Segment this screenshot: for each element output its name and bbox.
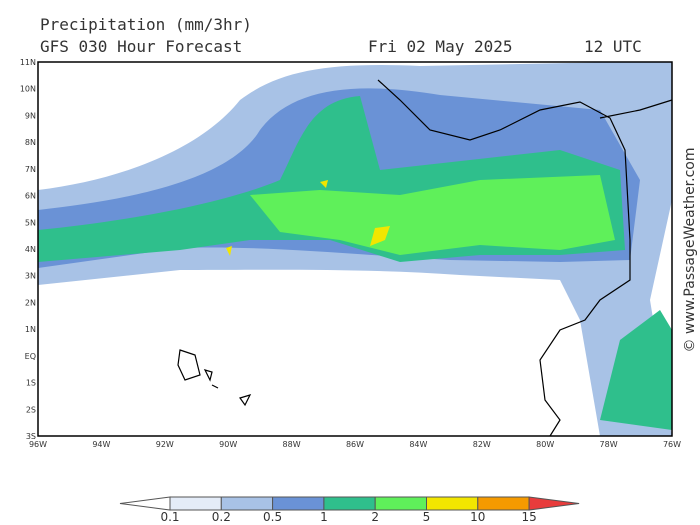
colorbar-label: 15 [521,510,536,524]
precip-peak [320,180,328,188]
lat-label: 1N [25,325,36,334]
galapagos [177,349,252,407]
lon-label: 90W [219,440,237,449]
lon-label: 94W [92,440,110,449]
colorbar-segment [220,496,274,511]
coastline [599,99,673,119]
coastline [377,79,631,437]
lon-label: 86W [346,440,364,449]
lon-label: 78W [600,440,618,449]
lat-label: 3N [25,272,36,281]
colorbar-label: 1 [320,510,328,524]
lat-label: 4N [25,245,36,254]
lon-label: 84W [409,440,427,449]
map [37,61,673,437]
lat-label: 3S [26,432,36,441]
colorbar-label: 10 [470,510,485,524]
colorbar-low [119,496,171,511]
colorbar-label: 5 [423,510,431,524]
watermark: © www.PassageWeather.com [682,147,698,352]
precip-peak [370,226,390,246]
title: Precipitation (mm/3hr) [40,15,252,34]
colorbar-segment [477,496,530,511]
lon-label: 82W [473,440,491,449]
map-frame [37,61,673,437]
lon-label: 76W [663,440,681,449]
lat-label: 11N [20,58,36,67]
lon-label: 96W [29,440,47,449]
colorbar-high [528,496,580,511]
lat-label: 1S [26,379,36,388]
lat-label: 6N [25,192,36,201]
lat-label: 10N [20,85,36,94]
lat-label: 8N [25,138,36,147]
precip-south [600,310,672,430]
lat-label: 7N [25,165,36,174]
colorbar-segment [374,496,428,511]
colorbar-segment [169,496,222,511]
lat-label: 2S [26,405,36,414]
lon-label: 88W [283,440,301,449]
lat-label: 5N [25,218,36,227]
lat-label: 9N [25,111,36,120]
date: Fri 02 May 2025 [368,37,513,56]
lat-label: EQ [25,352,36,361]
lon-label: 92W [156,440,174,449]
colorbar-label: 0.5 [263,510,282,524]
lon-label: 80W [536,440,554,449]
colorbar-label: 0.2 [212,510,231,524]
lat-label: 2N [25,298,36,307]
precip-peak [226,246,232,256]
colorbar-label: 0.1 [160,510,179,524]
colorbar-label: 2 [371,510,379,524]
model: GFS 030 Hour Forecast [40,37,242,56]
precip-very-heavy [250,175,615,255]
colorbar-segment [272,496,325,511]
time: 12 UTC [584,37,642,56]
colorbar-segment [323,496,376,511]
colorbar-segment [426,496,479,511]
